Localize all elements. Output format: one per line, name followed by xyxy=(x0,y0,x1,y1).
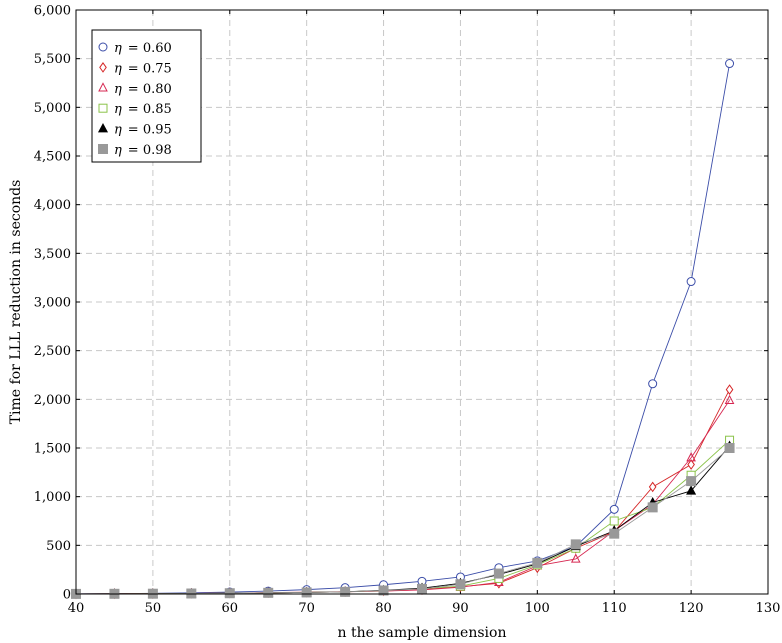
x-tick-label: 60 xyxy=(222,601,239,616)
x-tick-label: 50 xyxy=(145,601,162,616)
y-tick-label: 0 xyxy=(63,588,71,603)
legend-value: = 0.85 xyxy=(128,102,172,117)
series-6-markers xyxy=(72,444,735,599)
data-point xyxy=(533,558,542,567)
data-point xyxy=(725,444,734,453)
data-point xyxy=(341,587,350,596)
legend-symbol: η xyxy=(114,123,122,138)
series-5 xyxy=(76,446,730,594)
y-tick-label: 1,000 xyxy=(34,490,71,505)
legend-value: = 0.95 xyxy=(128,123,172,138)
series-line xyxy=(76,446,730,594)
series-2 xyxy=(76,390,730,594)
data-point xyxy=(494,569,503,578)
data-point xyxy=(687,278,695,286)
data-point xyxy=(726,385,732,394)
legend-symbol: η xyxy=(114,61,122,76)
x-tick-label: 90 xyxy=(452,601,469,616)
x-tick-label: 130 xyxy=(756,601,781,616)
x-tick-label: 40 xyxy=(68,601,85,616)
x-axis-title: n the sample dimension xyxy=(338,625,507,641)
y-tick-label: 5,000 xyxy=(34,101,71,116)
series-4 xyxy=(76,440,730,594)
y-tick-label: 1,500 xyxy=(34,442,71,457)
series-line xyxy=(76,390,730,594)
data-point xyxy=(456,580,465,589)
legend-symbol: η xyxy=(114,41,122,56)
y-axis-title: Time for LLL reduction in seconds xyxy=(8,180,24,425)
legend-marker xyxy=(99,43,107,51)
data-point xyxy=(302,588,311,597)
y-tick-label: 4,500 xyxy=(34,150,71,165)
series-line xyxy=(76,440,730,594)
x-tick-label: 120 xyxy=(679,601,704,616)
data-point xyxy=(264,588,273,597)
legend-symbol: η xyxy=(114,102,122,117)
y-tick-label: 3,500 xyxy=(34,247,71,262)
legend-value: = 0.60 xyxy=(128,41,172,56)
x-tick-label: 110 xyxy=(602,601,627,616)
x-tick-label: 70 xyxy=(298,601,315,616)
data-point xyxy=(571,540,580,549)
series-2-markers xyxy=(73,385,733,598)
data-point xyxy=(687,477,696,486)
series-6 xyxy=(76,448,730,594)
data-point xyxy=(572,554,580,562)
legend-value: = 0.75 xyxy=(128,61,172,76)
y-tick-label: 4,000 xyxy=(34,198,71,213)
series-line xyxy=(76,448,730,594)
y-tick-label: 3,000 xyxy=(34,296,71,311)
legend: η = 0.60 η = 0.75 η = 0.80 η = 0.85 η = 0.95 η = 0.… xyxy=(92,30,201,162)
x-tick-label: 80 xyxy=(375,601,392,616)
legend-value: = 0.80 xyxy=(128,82,172,97)
data-point xyxy=(610,505,618,513)
data-point xyxy=(726,60,734,68)
legend-marker xyxy=(99,104,107,112)
data-point xyxy=(418,584,427,593)
data-point xyxy=(648,503,657,512)
data-point xyxy=(649,380,657,388)
y-tick-label: 6,000 xyxy=(34,4,71,19)
data-point xyxy=(610,529,619,538)
legend-marker xyxy=(99,145,108,154)
y-tick-label: 2,500 xyxy=(34,344,71,359)
data-point xyxy=(610,517,618,525)
legend-symbol: η xyxy=(114,82,122,97)
y-tick-label: 5,500 xyxy=(34,52,71,67)
data-point xyxy=(225,589,234,598)
y-tick-label: 500 xyxy=(46,539,71,554)
x-tick-label: 100 xyxy=(525,601,550,616)
legend-symbol: η xyxy=(114,143,122,158)
legend-value: = 0.98 xyxy=(128,143,172,158)
y-tick-label: 2,000 xyxy=(34,393,71,408)
